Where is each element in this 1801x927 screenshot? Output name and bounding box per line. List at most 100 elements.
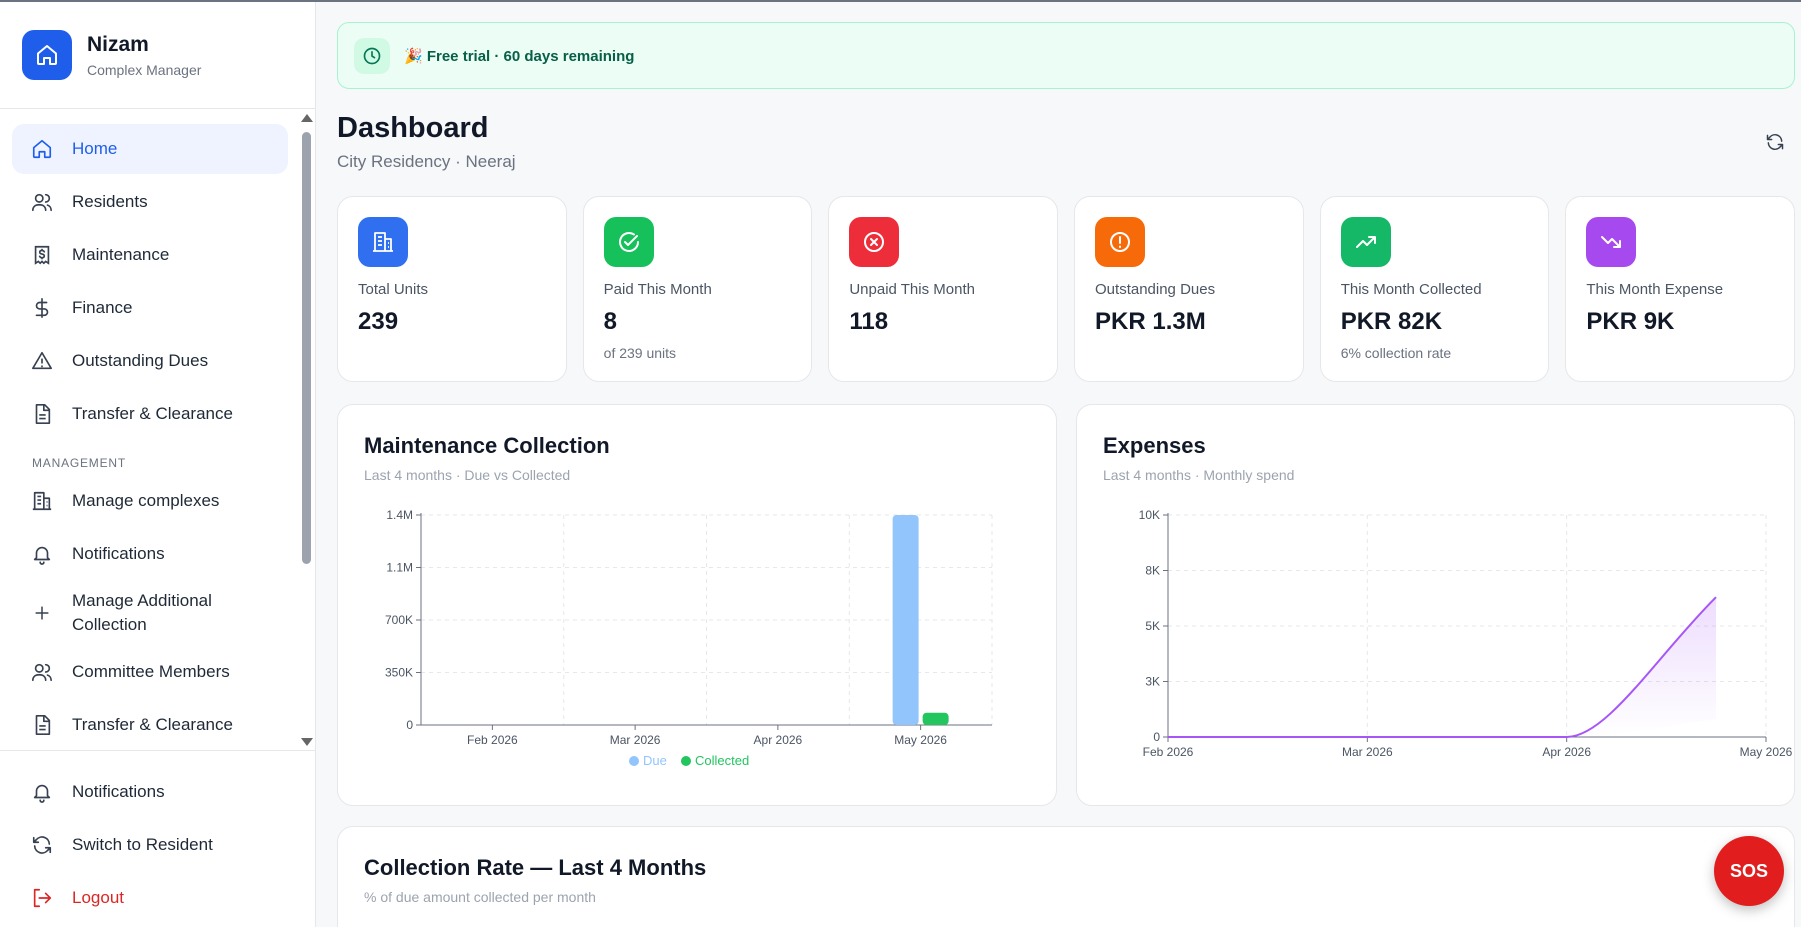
x-tick-label: Apr 2026	[754, 733, 803, 747]
brand-name: Nizam	[87, 32, 149, 56]
bar-due	[892, 515, 919, 725]
sidebar-item-label: Residents	[72, 192, 148, 211]
sidebar-item-label: Finance	[72, 298, 133, 317]
stat-value: PKR 1.3M	[1095, 308, 1206, 335]
bell-icon	[30, 542, 54, 566]
expense-area	[1168, 597, 1716, 737]
expense-line	[1168, 596, 1717, 738]
check-circle-icon	[603, 217, 654, 267]
sidebar-item-label: Switch to Resident	[72, 835, 213, 854]
sidebar-item-label: Committee Members	[72, 662, 230, 681]
x-tick-label: Mar 2026	[1342, 745, 1393, 759]
sidebar-item-maintenance[interactable]: Maintenance	[12, 230, 288, 280]
sidebar-item-outstanding-dues[interactable]: Outstanding Dues	[12, 336, 288, 386]
logout-button[interactable]: Logout	[12, 873, 304, 923]
bell-icon	[30, 780, 54, 804]
y-tick-label: 350K	[385, 666, 413, 680]
stat-value: 118	[849, 308, 889, 335]
dollar-icon	[30, 296, 54, 320]
users-icon	[30, 660, 54, 684]
sidebar: Nizam Complex Manager Home Residents Mai…	[0, 2, 316, 927]
brand: Nizam Complex Manager	[0, 2, 315, 109]
sidebar-item-home[interactable]: Home	[12, 124, 288, 174]
sidebar-item-committee-members[interactable]: Committee Members	[12, 647, 288, 697]
building-icon	[30, 489, 54, 513]
x-tick-label: Apr 2026	[1542, 745, 1591, 759]
stat-card-outstanding-dues[interactable]: Outstanding Dues PKR 1.3M	[1074, 196, 1304, 382]
stat-value: PKR 82K	[1340, 308, 1443, 335]
sidebar-item-label: Logout	[72, 888, 124, 907]
card-title: Expenses	[1103, 433, 1206, 458]
sidebar-item-residents[interactable]: Residents	[12, 177, 288, 227]
sidebar-item-label: Notifications	[72, 544, 165, 563]
trending-down-icon	[1586, 217, 1637, 267]
stat-sub: of 239 units	[603, 345, 677, 361]
stat-card-this-month-expense[interactable]: This Month Expense PKR 9K	[1565, 196, 1796, 382]
sidebar-item-label: Transfer & Clearance	[72, 404, 233, 423]
stat-label: Paid This Month	[603, 281, 712, 298]
alert-circle-icon	[1095, 217, 1146, 267]
sidebar-item-notifications[interactable]: Notifications	[12, 529, 288, 579]
card-subtitle: Last 4 months · Due vs Collected	[364, 467, 571, 483]
page-subtitle: City Residency · Neeraj	[337, 152, 516, 171]
trending-up-icon	[1340, 217, 1391, 267]
x-circle-icon	[849, 217, 900, 267]
y-tick-label: 700K	[385, 613, 413, 627]
warning-icon	[30, 349, 54, 373]
y-tick-label: 10K	[1139, 508, 1160, 522]
receipt-dollar-icon	[30, 243, 54, 267]
sidebar-item-notifications-bottom[interactable]: Notifications	[12, 767, 304, 817]
sidebar-bottom: Notifications Switch to Resident Logout	[0, 750, 316, 926]
refresh-button[interactable]	[1763, 130, 1787, 154]
clock-icon	[354, 37, 390, 74]
stat-card-this-month-collected[interactable]: This Month Collected PKR 82K 6% collecti…	[1319, 196, 1550, 382]
stat-label: This Month Expense	[1586, 281, 1724, 298]
sidebar-item-switch-to-resident[interactable]: Switch to Resident	[12, 820, 304, 870]
sos-button[interactable]: SOS	[1714, 836, 1784, 906]
scroll-up-arrow-icon[interactable]	[301, 114, 313, 122]
stat-card-unpaid-this-month[interactable]: Unpaid This Month 118	[828, 196, 1059, 382]
sidebar-section-management: MANAGEMENT	[32, 456, 127, 470]
refresh-icon	[30, 833, 54, 857]
sidebar-item-transfer-clearance-2[interactable]: Transfer & Clearance	[12, 700, 288, 750]
sidebar-item-label: Manage Additional Collection	[72, 591, 212, 634]
stat-label: Total Units	[358, 281, 429, 298]
stats-row: Total Units 239 Paid This Month 8 of 239…	[337, 196, 1796, 382]
y-tick-label: 3K	[1145, 675, 1160, 689]
logout-icon	[30, 886, 54, 910]
collection-rate-card: Collection Rate — Last 4 Months % of due…	[337, 826, 1795, 927]
sidebar-scrollbar[interactable]	[300, 114, 314, 746]
x-tick-label: Feb 2026	[1143, 745, 1194, 759]
stat-sub: 6% collection rate	[1340, 345, 1452, 361]
home-icon	[30, 137, 54, 161]
scroll-thumb[interactable]	[302, 132, 311, 564]
trial-text: 🎉 Free trial · 60 days remaining	[404, 47, 635, 65]
stat-card-total-units[interactable]: Total Units 239	[337, 196, 567, 382]
legend-collected-marker	[681, 756, 691, 766]
document-icon	[30, 713, 54, 737]
scroll-down-arrow-icon[interactable]	[301, 738, 313, 746]
maintenance-bar-chart: 0 350K 700K 1.1M 1.4M Feb 2026 Mar 2026 Apr 202…	[385, 508, 993, 768]
stat-card-paid-this-month[interactable]: Paid This Month 8 of 239 units	[582, 196, 813, 382]
x-tick-label: May 2026	[894, 733, 947, 747]
y-tick-label: 5K	[1145, 619, 1160, 633]
sidebar-item-manage-additional-collection[interactable]: Manage Additional Collection	[12, 582, 288, 644]
y-tick-label: 1.4M	[386, 508, 413, 522]
y-tick-label: 1.1M	[386, 561, 413, 575]
sidebar-item-transfer-clearance[interactable]: Transfer & Clearance	[12, 389, 288, 439]
stat-value: 8	[603, 308, 618, 335]
sidebar-item-manage-complexes[interactable]: Manage complexes	[12, 476, 288, 526]
card-subtitle: % of due amount collected per month	[364, 889, 596, 905]
y-tick-label: 0	[406, 718, 413, 732]
document-icon	[30, 402, 54, 426]
legend-collected-label: Collected	[695, 753, 749, 768]
y-tick-label: 0	[1153, 730, 1160, 744]
page-title: Dashboard	[337, 112, 489, 144]
sidebar-item-label: Manage complexes	[72, 491, 220, 510]
expenses-card: Expenses Last 4 months · Monthly spend 0…	[1076, 404, 1795, 806]
maintenance-collection-card: Maintenance Collection Last 4 months · D…	[337, 404, 1057, 806]
card-title: Maintenance Collection	[364, 433, 610, 458]
sidebar-nav: Home Residents Maintenance Finance Outst…	[0, 110, 300, 750]
sidebar-item-label: Home	[72, 139, 118, 158]
sidebar-item-finance[interactable]: Finance	[12, 283, 288, 333]
